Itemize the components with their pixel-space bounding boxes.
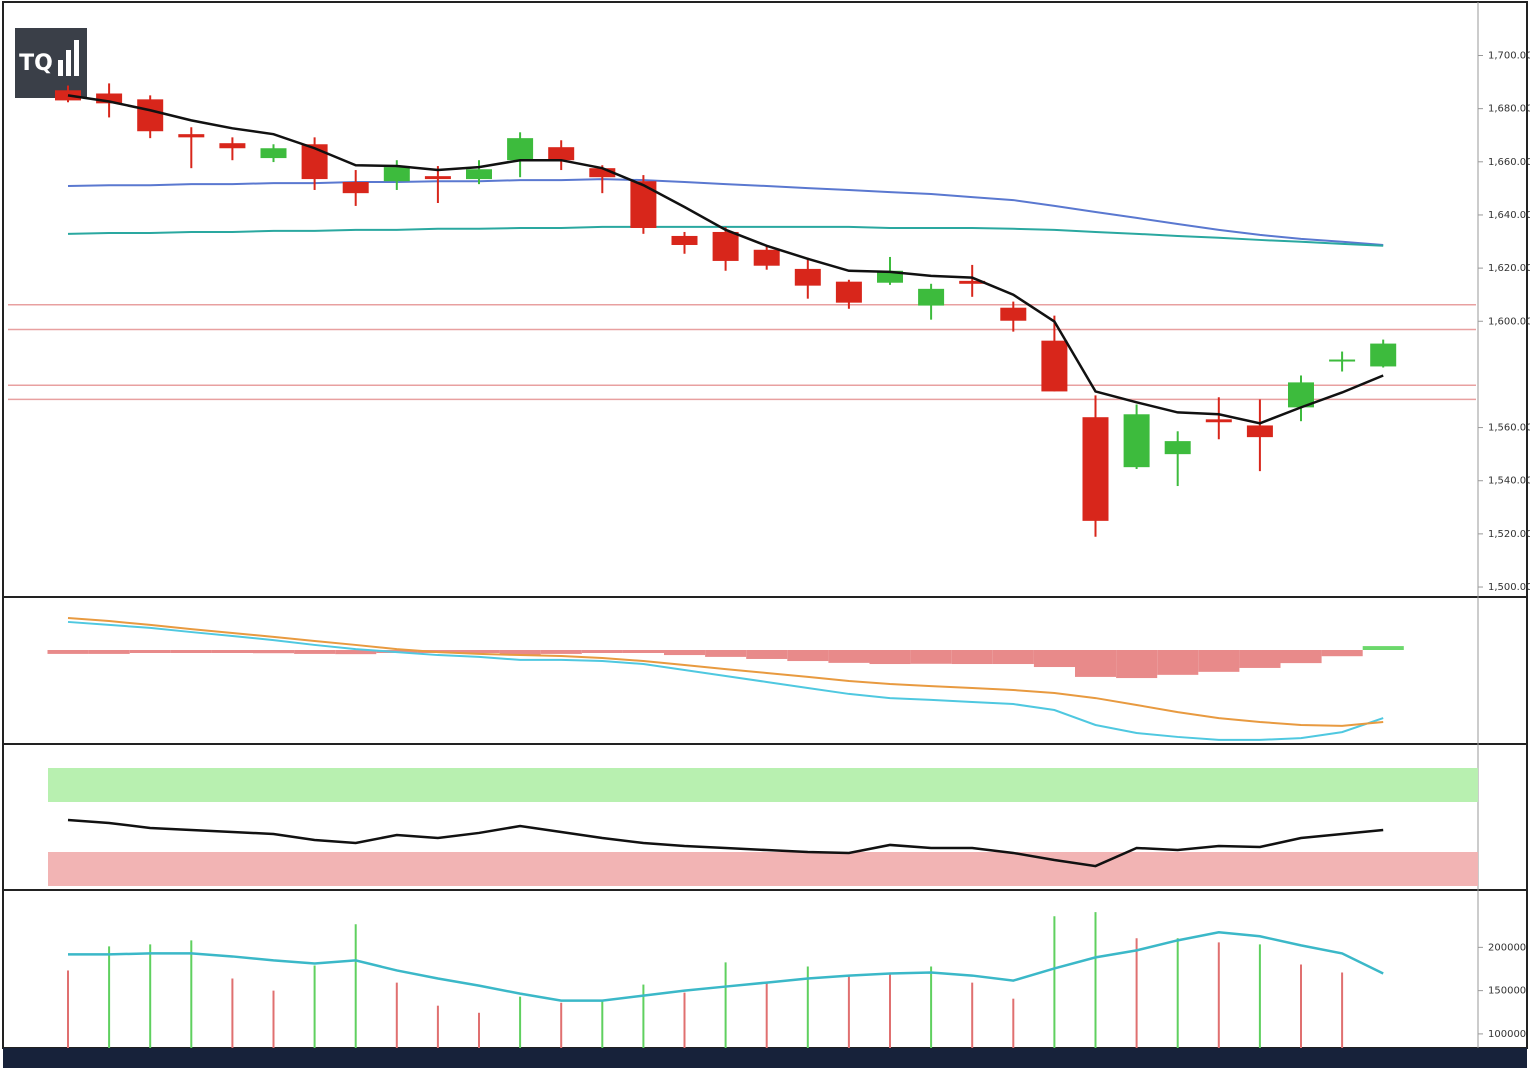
candle-body	[1205, 419, 1232, 423]
logo-bar	[66, 50, 71, 76]
y-tick-label: 1,700.00	[1488, 50, 1530, 61]
histogram-bar	[787, 650, 829, 662]
histogram-bar	[1280, 650, 1322, 664]
histogram-bar	[1033, 650, 1075, 668]
histogram-bar	[129, 650, 171, 653]
candle-body	[507, 138, 534, 161]
y-tick-label: 1,600.00	[1488, 316, 1530, 327]
candle-body	[383, 167, 410, 182]
histogram-bar	[622, 650, 664, 653]
candle-body	[1123, 414, 1150, 468]
candle-body	[260, 148, 287, 159]
histogram-bar	[664, 650, 706, 656]
moving-average	[67, 178, 1384, 246]
candle-body	[835, 281, 862, 303]
histogram-bar	[253, 650, 295, 654]
moving-average	[67, 225, 1384, 247]
y-tick-label: 100000	[1488, 1029, 1526, 1040]
candle-body	[96, 93, 123, 104]
moving-average	[67, 94, 1384, 425]
logo-bar	[74, 40, 79, 76]
candle-body	[466, 169, 492, 180]
candle-body	[342, 182, 369, 194]
candle-body	[589, 168, 616, 178]
candle-body	[548, 147, 575, 161]
y-tick-label: 1,660.00	[1488, 157, 1530, 168]
histogram-bar	[581, 650, 623, 653]
volume-ma	[68, 931, 1384, 1002]
macd-line	[67, 617, 1384, 727]
histogram-bar	[294, 650, 336, 654]
candle-body	[1164, 441, 1191, 455]
histogram-bar	[1198, 650, 1240, 672]
candle-body	[671, 235, 698, 245]
y-tick-label: 150000	[1488, 986, 1526, 997]
candle-body	[137, 99, 164, 132]
candle-body	[753, 249, 780, 266]
histogram-bar	[88, 650, 130, 654]
histogram-bar	[992, 650, 1034, 665]
candle-body	[1329, 359, 1356, 362]
candle-body	[1246, 425, 1273, 438]
histogram-bar	[1116, 650, 1158, 679]
rsi-line	[67, 818, 1384, 868]
candle-body	[794, 268, 821, 286]
histogram-bar	[1362, 646, 1404, 650]
time-axis	[3, 1048, 1527, 1068]
y-tick-label: 1,620.00	[1488, 263, 1530, 274]
y-tick-label: 1,500.00	[1488, 582, 1530, 593]
histogram-bar	[170, 650, 212, 653]
candle-body	[178, 134, 205, 138]
histogram-bar	[828, 650, 870, 663]
logo-bars	[58, 40, 79, 76]
histogram-bar	[1157, 650, 1199, 675]
candle-body	[1082, 417, 1109, 521]
histogram-bar	[910, 650, 952, 664]
candle-body	[959, 280, 986, 284]
histogram-bar	[540, 650, 582, 654]
overbought-band	[48, 768, 1478, 802]
histogram-bar	[211, 650, 253, 653]
y-tick-label: 1,680.00	[1488, 104, 1530, 115]
histogram-bar	[47, 650, 89, 654]
histogram-bar	[869, 650, 911, 665]
histogram-bar	[335, 650, 377, 655]
candle-body	[918, 288, 945, 306]
candle-body	[301, 144, 328, 180]
oversold-band	[48, 852, 1478, 886]
candle-body	[1000, 307, 1027, 321]
candle-body	[712, 231, 739, 261]
y-tick-label: 1,540.00	[1488, 476, 1530, 487]
histogram-bar	[705, 650, 747, 657]
logo: TQ	[19, 51, 53, 76]
histogram-bar	[1075, 650, 1117, 677]
candle-body	[219, 143, 246, 149]
logo-bar	[58, 60, 63, 76]
candle-body	[877, 270, 903, 283]
y-tick-label: 200000	[1488, 942, 1526, 953]
y-tick-label: 1,520.00	[1488, 529, 1530, 540]
histogram-bar	[746, 650, 788, 659]
histogram-bar	[951, 650, 993, 665]
y-tick-label: 1,560.00	[1488, 423, 1530, 434]
histogram-bar	[499, 650, 541, 655]
candle-body	[1370, 343, 1397, 367]
histogram-bar	[458, 650, 500, 653]
histogram-bar	[1239, 650, 1281, 668]
y-tick-label: 1,640.00	[1488, 210, 1530, 221]
candle-body	[630, 181, 657, 228]
histogram-bar	[1321, 650, 1363, 657]
candle-body	[424, 176, 451, 180]
macd-line	[67, 620, 1384, 741]
candle-body	[1041, 340, 1068, 392]
